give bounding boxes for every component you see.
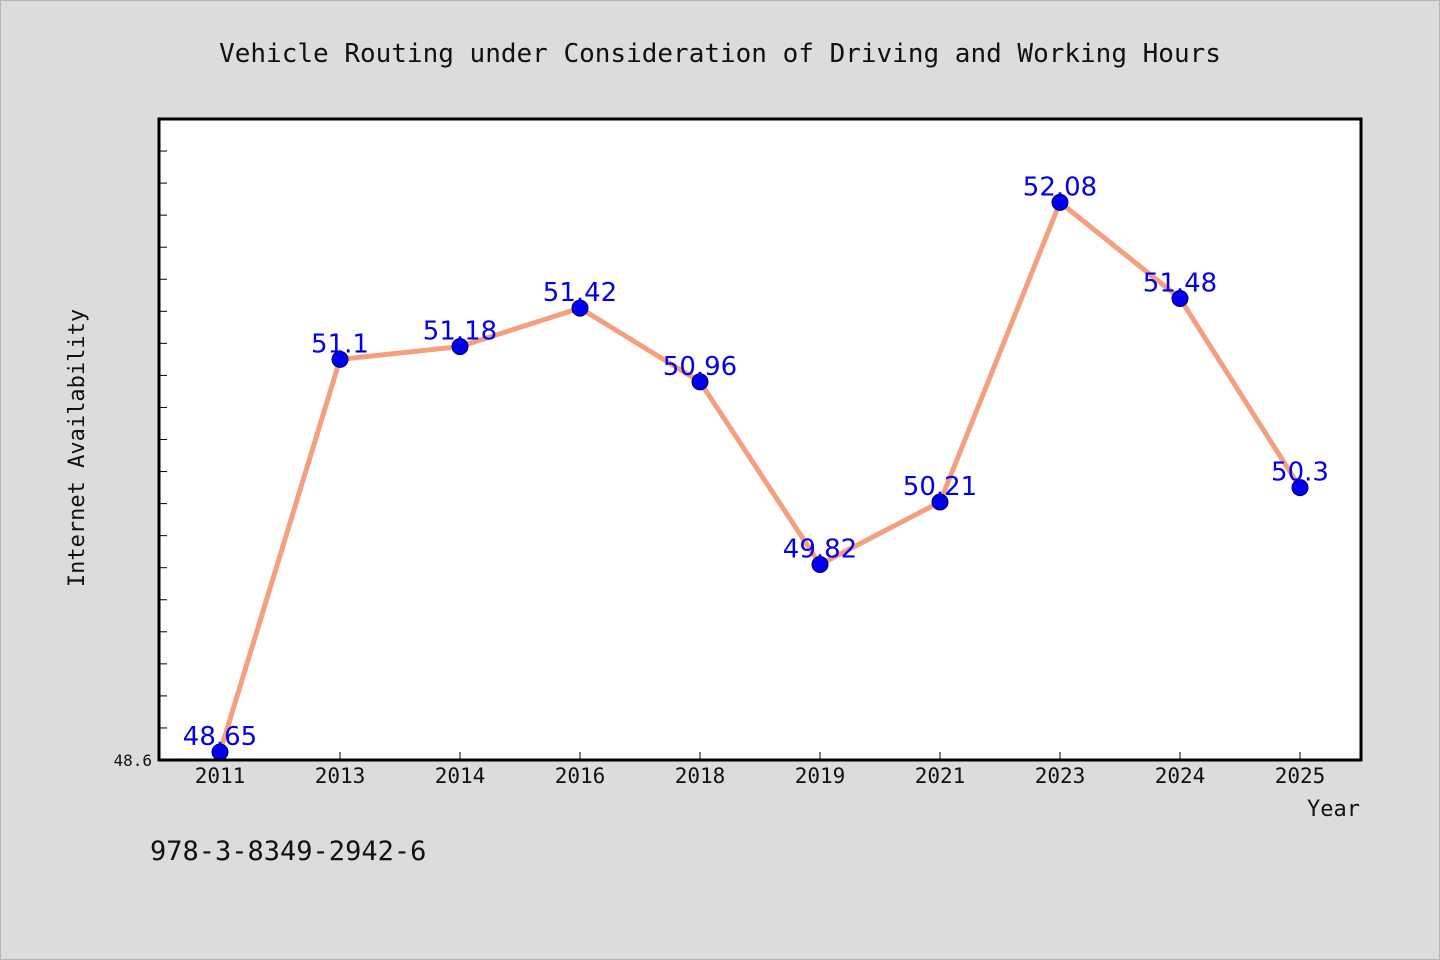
- chart-title: Vehicle Routing under Consideration of D…: [219, 39, 1221, 69]
- x-tick-label: 2024: [1155, 764, 1206, 788]
- y-axis-label: Internet Availability: [65, 309, 90, 587]
- x-tick-label: 2011: [195, 764, 246, 788]
- x-tick-label: 2023: [1035, 764, 1086, 788]
- data-point: [571, 299, 589, 317]
- isbn-text: 978-3-8349-2942-6: [150, 836, 427, 867]
- data-label: 51.18: [423, 317, 497, 347]
- data-label: 51.48: [1143, 268, 1217, 298]
- data-point: [931, 493, 949, 511]
- y-tick-label: 48.6: [113, 751, 152, 770]
- data-point: [451, 338, 469, 356]
- data-label: 50.3: [1271, 458, 1329, 488]
- plot-area: [159, 119, 1361, 760]
- data-point: [1051, 193, 1069, 211]
- data-point: [331, 350, 349, 368]
- x-tick-label: 2019: [795, 764, 846, 788]
- data-series: 48.65 51.1 51.18 51.42 50.96 49.82 50.21 52.08 5…: [183, 172, 1329, 761]
- x-tick-label: 2016: [555, 764, 606, 788]
- x-tick-label: 2018: [675, 764, 726, 788]
- plot-border: [157, 117, 1363, 762]
- data-point: [811, 555, 829, 573]
- data-label: 49.82: [783, 534, 857, 564]
- x-axis-label: Year: [1307, 797, 1360, 822]
- x-axis-ticks: 2011 2013 2014 2016 2018 2019 2021 2023 2024 2025: [195, 752, 1326, 788]
- data-label: 51.42: [543, 278, 617, 308]
- data-label: 51.1: [311, 329, 369, 359]
- x-tick-label: 2025: [1275, 764, 1326, 788]
- series-line: [217, 199, 1303, 755]
- data-point: [691, 373, 709, 391]
- x-tick-label: 2014: [435, 764, 486, 788]
- data-label: 50.21: [903, 472, 977, 502]
- data-point: [1291, 479, 1309, 497]
- data-label: 50.96: [663, 352, 737, 382]
- x-tick-label: 2021: [915, 764, 966, 788]
- data-label: 52.08: [1023, 172, 1097, 202]
- data-point: [1171, 289, 1189, 307]
- x-tick-label: 2013: [315, 764, 366, 788]
- data-label: 48.65: [183, 722, 257, 752]
